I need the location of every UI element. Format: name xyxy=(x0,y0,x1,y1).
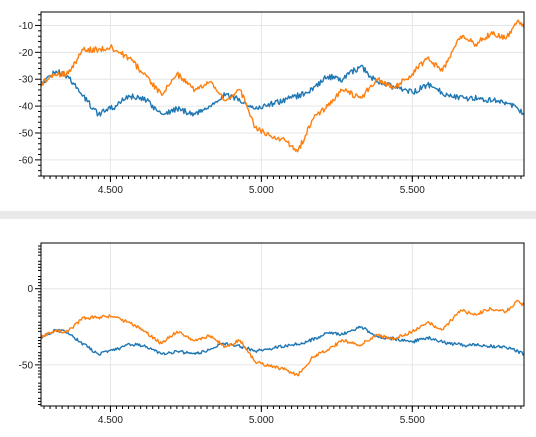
panel-separator xyxy=(0,211,536,219)
plot-frame xyxy=(40,242,525,407)
x-tick-label: 4.500 xyxy=(98,185,123,196)
series-line-1 xyxy=(41,325,524,356)
x-tick-label: 5.000 xyxy=(249,415,274,426)
y-tick-label: -10 xyxy=(19,21,34,32)
series-line-2 xyxy=(41,19,524,153)
y-tick-label: -20 xyxy=(19,48,34,59)
y-tick-label: -40 xyxy=(19,102,34,113)
y-tick-label: -50 xyxy=(19,360,34,371)
y-tick-label: -50 xyxy=(19,128,34,139)
bottom-chart: 4.500 5.000 5.500 0 -50 xyxy=(19,242,525,426)
plot-frame xyxy=(40,11,525,177)
y-tick-label: -60 xyxy=(19,155,34,166)
x-tick-label: 5.000 xyxy=(249,185,274,196)
y-tick-label: 0 xyxy=(27,284,33,295)
y-tick-label: -30 xyxy=(19,75,34,86)
series-line-2 xyxy=(41,299,524,377)
x-tick-label: 4.500 xyxy=(98,415,123,426)
top-chart: 4.500 5.000 5.500 -10 -20 -30 -40 -50 -60 xyxy=(19,11,525,196)
x-tick-label: 5.500 xyxy=(400,415,425,426)
series-line-1 xyxy=(41,64,524,117)
x-tick-label: 5.500 xyxy=(400,185,425,196)
